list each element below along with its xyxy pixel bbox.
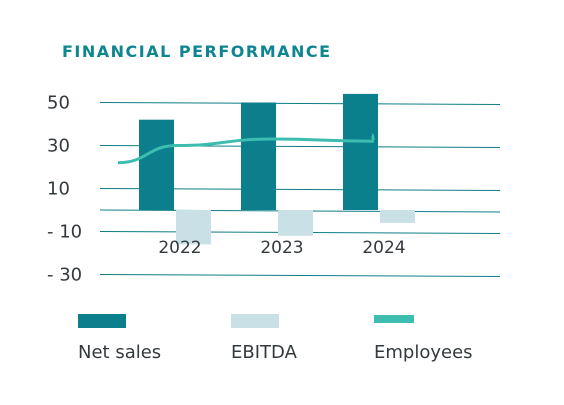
chart-title: FINANCIAL PERFORMANCE: [62, 42, 332, 61]
category-label: 2023: [260, 238, 303, 258]
bars-layer: [139, 93, 415, 245]
y-tick-label: 30: [47, 136, 70, 157]
category-label: 2024: [362, 238, 405, 258]
legend: Net sales EBITDA Employees: [78, 314, 473, 363]
ebitda-bar: [380, 210, 415, 223]
employees-line: [117, 133, 376, 165]
y-tick-label: - 10: [47, 222, 82, 243]
legend-label: EBITDA: [231, 342, 298, 363]
net-sales-bar: [241, 102, 276, 210]
legend-swatch: [231, 314, 279, 328]
category-label: 2022: [158, 238, 201, 258]
legend-label: Employees: [374, 342, 473, 363]
net-sales-bar: [139, 119, 174, 210]
legend-swatch: [374, 315, 414, 323]
legend-swatch: [78, 314, 126, 328]
gridline: [99, 102, 501, 105]
gridline: [99, 274, 501, 277]
categories-layer: 2022 2023 2024: [158, 238, 405, 258]
y-tick-label: 50: [47, 93, 70, 114]
legend-label: Net sales: [78, 342, 161, 363]
line-layer: [117, 133, 376, 165]
ebitda-bar: [176, 210, 211, 245]
net-sales-bar: [343, 93, 378, 210]
y-tick-label: - 30: [47, 265, 82, 286]
ticks-layer: 50 30 10 - 10 - 30: [47, 93, 82, 286]
ebitda-bar: [278, 210, 313, 236]
y-tick-label: 10: [47, 179, 70, 200]
